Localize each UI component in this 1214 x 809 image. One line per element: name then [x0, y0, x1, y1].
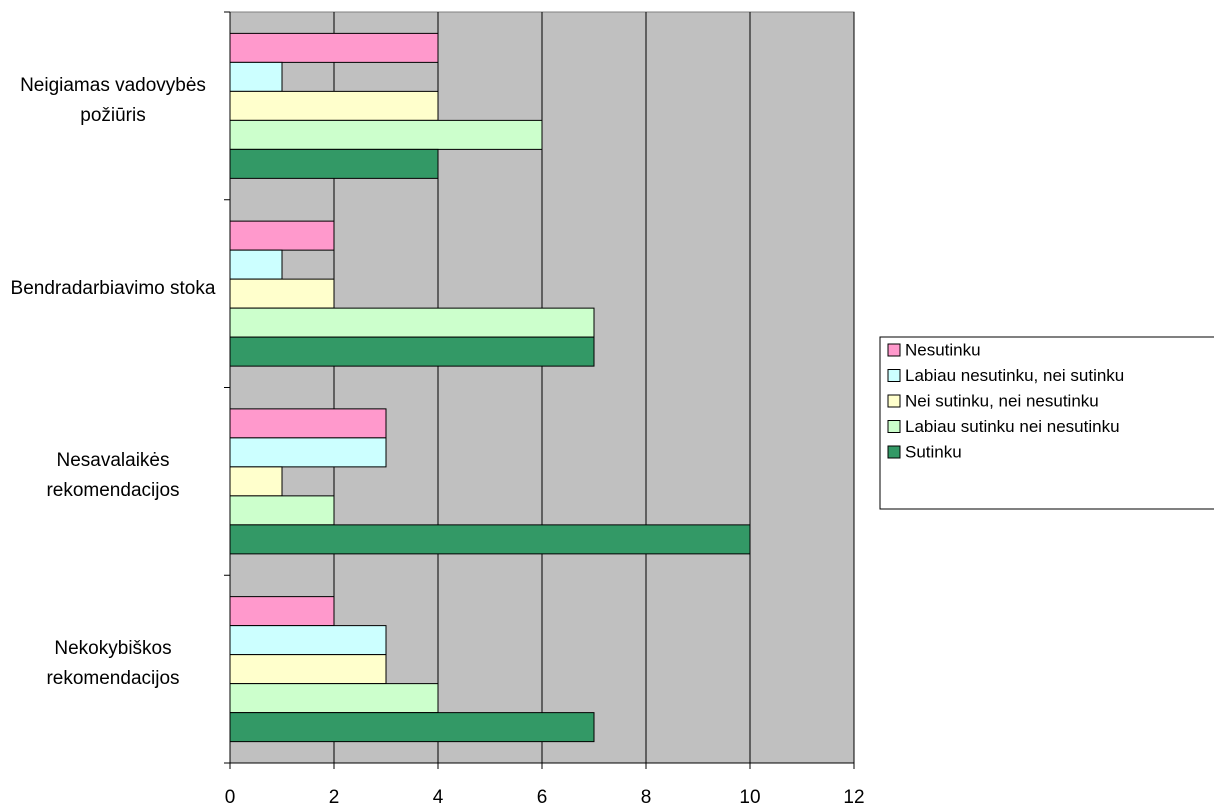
bar [229, 278, 335, 309]
bar [229, 437, 387, 468]
bar [229, 524, 751, 555]
bar [229, 466, 283, 497]
x-tick-label: 2 [329, 787, 340, 808]
category-label: Neigiamas vadovybės požiūris [20, 74, 206, 126]
legend-label: Labiau sutinku nei nesutinku [905, 417, 1120, 436]
x-tick-label: 10 [739, 787, 760, 808]
legend [879, 336, 1214, 510]
legend-swatch [887, 394, 901, 408]
legend-label: Labiau nesutinku, nei sutinku [905, 366, 1124, 385]
bar [229, 654, 387, 685]
bar [229, 220, 335, 251]
bar [229, 683, 439, 714]
x-tick-label: 8 [641, 787, 652, 808]
category-label: Bendradarbiavimo stoka [10, 277, 216, 299]
bar [229, 336, 595, 367]
bar [229, 307, 595, 338]
bar [229, 61, 283, 92]
category-label: Nekokybiškos rekomendacijos [46, 638, 180, 690]
bar [229, 596, 335, 627]
bar [229, 148, 439, 179]
bar [229, 712, 595, 743]
legend-label: Nesutinku [905, 340, 981, 359]
bar [229, 90, 439, 121]
bar [229, 625, 387, 656]
x-tick-label: 4 [433, 787, 444, 808]
bar [229, 408, 387, 439]
bar [229, 495, 335, 526]
legend-swatch [887, 445, 901, 459]
bar [229, 249, 283, 280]
bar [229, 32, 439, 63]
legend-swatch [887, 343, 901, 357]
x-tick-label: 12 [843, 787, 864, 808]
x-tick-label: 0 [225, 787, 236, 808]
category-label: Nesavalaikės rekomendacijos [46, 450, 180, 502]
bar [229, 119, 543, 150]
legend-swatch [887, 369, 901, 382]
legend-label: Sutinku [905, 442, 962, 461]
legend-label: Nei sutinku, nei nesutinku [905, 391, 1099, 410]
legend-swatch [887, 420, 901, 433]
x-tick-label: 6 [537, 787, 548, 808]
